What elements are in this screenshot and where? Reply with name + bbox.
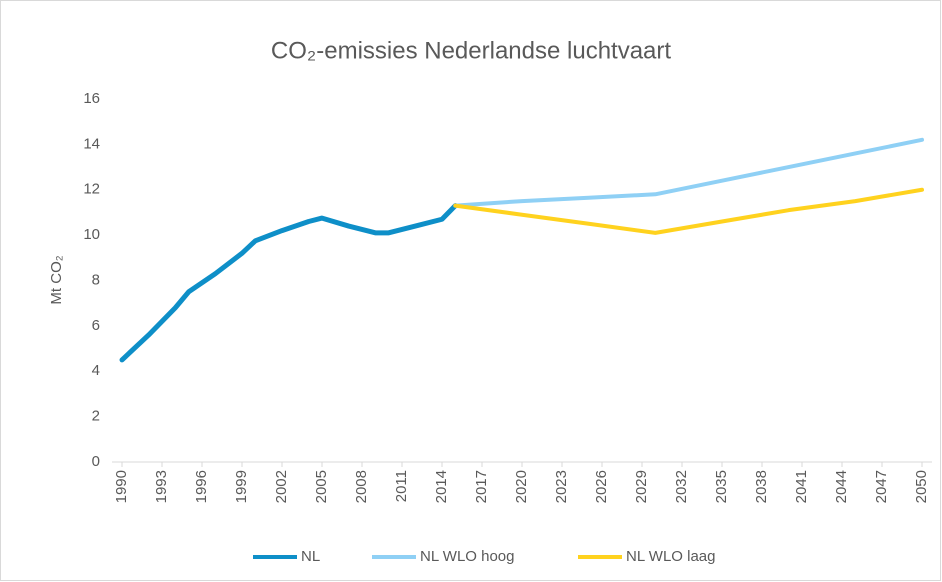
y-axis-label: Mt CO₂ [48,255,65,304]
x-tick-label: 2023 [553,470,570,503]
x-tick-label: 2008 [353,470,370,503]
x-tick-label: 2014 [433,470,450,503]
x-tick-label: 2029 [633,470,650,503]
x-tick-label: 2050 [913,470,930,503]
y-tick-label: 0 [92,453,100,470]
x-tick-label: 2035 [713,470,730,503]
line-series [119,203,458,363]
legend-label: NL [301,548,320,565]
x-tick-label: 2017 [473,470,490,503]
x-tick-label: 1990 [113,470,130,503]
x-tick-label: 2032 [673,470,690,503]
y-tick-label: 8 [92,271,100,288]
y-tick-label: 6 [92,317,100,334]
x-tick-label: 2041 [793,470,810,503]
x-tick-label: 2044 [833,470,850,503]
legend-label: NL WLO laag [626,548,715,565]
x-tick-label: 2005 [313,470,330,503]
y-tick-label: 16 [83,90,100,107]
y-tick-label: 4 [92,362,100,379]
y-tick-label: 2 [92,408,100,425]
x-tick-label: 1996 [193,470,210,503]
x-tick-label: 2002 [273,470,290,503]
line-series [453,187,924,235]
y-tick-label: 10 [83,226,100,243]
y-tick-label: 14 [83,135,100,152]
legend-label: NL WLO hoog [420,548,515,565]
line-series [453,137,924,208]
x-tick-label: 2038 [753,470,770,503]
x-tick-label: 1993 [153,470,170,503]
y-tick-label: 12 [83,181,100,198]
x-tick-label: 2020 [513,470,530,503]
x-tick-label: 2026 [593,470,610,503]
x-tick-label: 2011 [393,470,410,502]
chart-title: CO₂-emissies Nederlandse luchtvaart [271,37,671,64]
x-tick-label: 2047 [873,470,890,503]
x-tick-label: 1999 [233,470,250,503]
